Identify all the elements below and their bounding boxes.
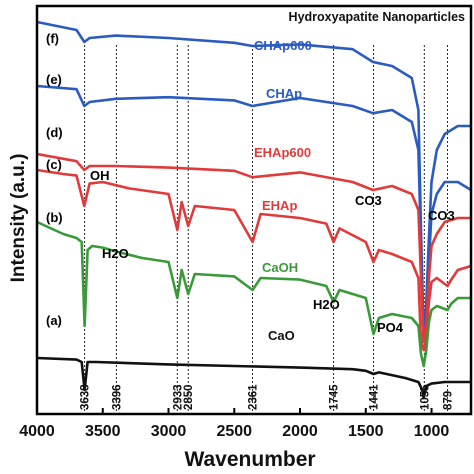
band-marker-label-2850: 2850 [183,384,195,410]
series-label-ehap: EHAp [262,198,297,213]
band-marker-label-1745: 1745 [329,384,341,410]
series-line-chap600 [36,20,471,344]
series-line-cao [36,356,471,400]
panel-label-f: (f) [46,31,59,46]
band-marker-label-2933: 2933 [172,384,184,410]
x-tick-label-3500: 3500 [85,423,121,440]
x-tick-label-3000: 3000 [151,423,187,440]
band-marker-label-879: 879 [442,391,454,410]
series-label-caoh: CaOH [262,260,298,275]
band-label-po4: PO4 [377,320,404,335]
panel-label-e: (e) [46,72,62,87]
series-layer [36,20,472,400]
plot-frame [35,4,473,416]
band-label-h2o-2: H2O [313,297,340,312]
panel-label-b: (b) [46,210,63,225]
series-line-chap [36,84,472,344]
series-label-ehap600: EHAp600 [254,145,311,160]
y-axis-label: Intensity (a.u.) [8,154,29,283]
band-marker-label-3638: 3638 [80,384,92,410]
x-tick-label-2500: 2500 [216,423,252,440]
band-marker-label-1441: 1441 [369,384,381,410]
panel-label-d: (d) [46,125,63,140]
x-tick-label-1500: 1500 [348,423,384,440]
panel-label-a: (a) [46,313,62,328]
band-marker-label-3396: 3396 [111,384,123,410]
series-label-chap: CHAp [266,86,302,101]
x-tick-label-1000: 1000 [414,423,450,440]
band-label-co3-2: CO3 [428,208,455,223]
series-label-cao: CaO [268,328,295,343]
series-line-caoh [36,220,471,368]
series-line-ehap [36,168,472,352]
band-label-h2o-1: H2O [102,246,129,261]
x-axis-label: Wavenumber [184,448,315,471]
x-tick-label-4000: 4000 [19,423,55,440]
panel-label-c: (c) [46,157,62,172]
x-axis-ticks: 4000 3500 3000 2500 2000 1500 1000 [19,408,449,440]
band-marker-label-1055: 1055 [419,384,431,410]
band-marker-label-2361: 2361 [248,384,260,410]
series-line-ehap600 [36,152,471,344]
chart-title: Hydroxyapatite Nanoparticles [289,10,465,24]
series-label-chap600: CHAp600 [254,38,312,53]
x-tick-label-2000: 2000 [282,423,318,440]
band-label-oh: OH [90,168,110,183]
band-label-co3-1: CO3 [355,193,382,208]
